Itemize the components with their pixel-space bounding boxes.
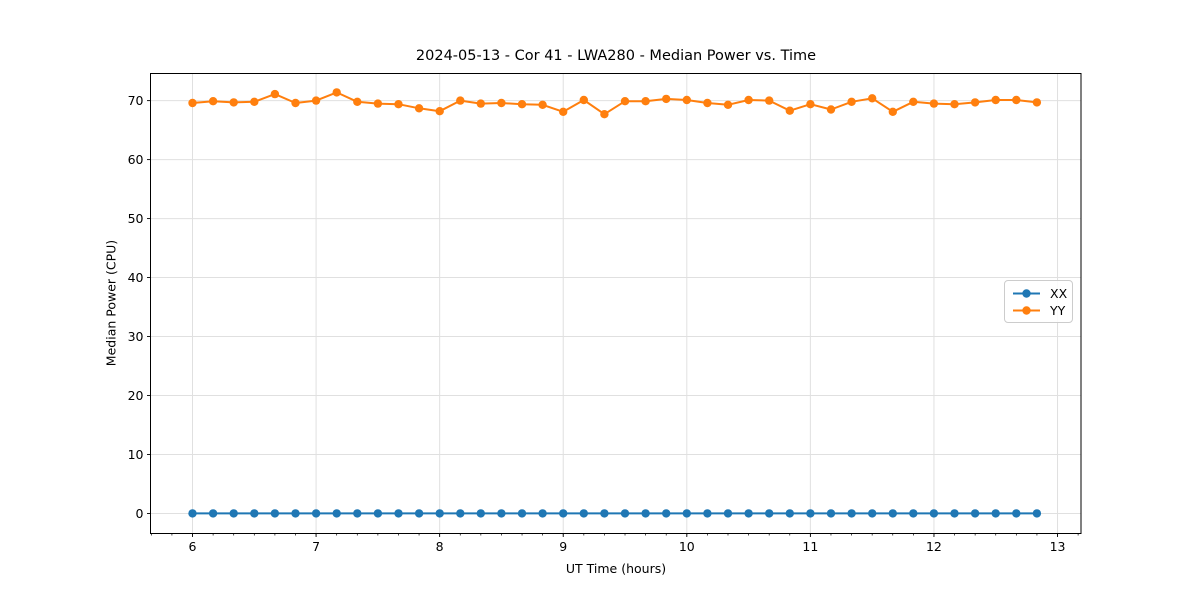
legend-swatch-yy-icon	[1013, 306, 1040, 315]
axes-spines	[150, 73, 1082, 534]
svg-text:11: 11	[802, 539, 818, 554]
axis-ticks	[147, 100, 1079, 537]
svg-text:13: 13	[1050, 539, 1066, 554]
y-axis-label: Median Power (CPU)	[103, 239, 119, 367]
legend: XX YY	[1004, 280, 1073, 323]
svg-text:0: 0	[136, 506, 144, 521]
svg-text:40: 40	[128, 270, 144, 285]
svg-text:50: 50	[128, 211, 144, 226]
legend-label-yy: YY	[1050, 303, 1066, 318]
gridlines	[150, 73, 1081, 534]
svg-text:70: 70	[128, 93, 144, 108]
legend-swatch-xx-icon	[1013, 289, 1040, 298]
series-yy	[188, 88, 1042, 119]
chart-title: 2024-05-13 - Cor 41 - LWA280 - Median Po…	[415, 48, 817, 64]
svg-text:60: 60	[128, 152, 144, 167]
series-xx	[188, 509, 1042, 518]
svg-text:9: 9	[559, 539, 567, 554]
legend-item-yy: YY	[1011, 302, 1066, 319]
svg-text:30: 30	[128, 329, 144, 344]
svg-text:10: 10	[679, 539, 695, 554]
svg-text:12: 12	[926, 539, 942, 554]
x-axis-label: UT Time (hours)	[565, 561, 667, 576]
legend-item-xx: XX	[1011, 285, 1068, 302]
svg-text:10: 10	[128, 447, 144, 462]
svg-text:20: 20	[128, 388, 144, 403]
svg-text:7: 7	[312, 539, 320, 554]
svg-text:6: 6	[189, 539, 197, 554]
tick-labels: 6 7 8 9 10 11 12 13 0 10 20 30 40 50 60 70	[128, 93, 1066, 554]
svg-text:8: 8	[436, 539, 444, 554]
legend-label-xx: XX	[1050, 286, 1068, 301]
